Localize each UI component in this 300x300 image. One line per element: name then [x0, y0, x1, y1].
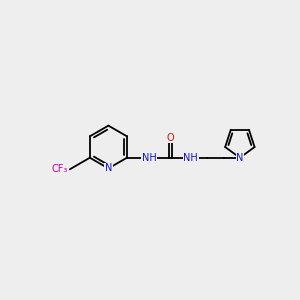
- Text: CF₃: CF₃: [52, 164, 68, 174]
- Text: NH: NH: [183, 153, 198, 163]
- Text: N: N: [105, 164, 112, 173]
- Text: NH: NH: [142, 153, 157, 163]
- Text: O: O: [166, 133, 174, 143]
- Text: N: N: [236, 153, 244, 163]
